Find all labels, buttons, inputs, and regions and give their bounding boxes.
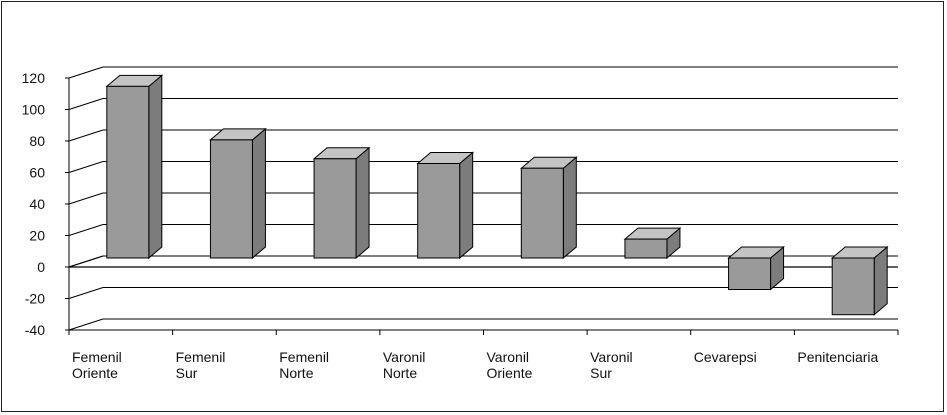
y-tick-label: 100 <box>22 102 46 118</box>
x-tick-label: Femenil <box>279 349 329 365</box>
bar-side <box>148 74 163 260</box>
x-tick-label: Norte <box>279 365 313 381</box>
x-tick-label: Cevarepsi <box>694 349 757 365</box>
x-tick-label: Sur <box>590 365 612 381</box>
x-tick-label: Sur <box>176 365 198 381</box>
bar <box>209 139 253 259</box>
bar-side <box>459 151 474 260</box>
x-tick-label: Varonil <box>383 349 426 365</box>
bar-side <box>251 127 266 260</box>
x-tick-label: Penitenciaria <box>797 349 878 365</box>
bar <box>728 257 772 290</box>
bar <box>520 167 564 259</box>
gridline-diagonal <box>68 161 104 173</box>
gridline-diagonal <box>68 192 104 205</box>
bar <box>831 257 875 316</box>
x-tick-label: Femenil <box>72 349 122 365</box>
gridline-diagonal <box>68 224 104 236</box>
y-tick-label: 0 <box>37 259 45 275</box>
x-tick-label: Oriente <box>72 365 118 381</box>
x-tick-label: Varonil <box>590 349 633 365</box>
gridline-diagonal <box>68 129 104 142</box>
x-tick-label: Varonil <box>487 349 530 365</box>
bar <box>313 158 357 259</box>
y-tick-label: 120 <box>22 70 46 86</box>
gridline-diagonal <box>68 287 104 299</box>
bar-side <box>355 146 370 260</box>
gridline-diagonal <box>68 66 104 79</box>
x-tick-label: Femenil <box>176 349 226 365</box>
x-axis-depth <box>68 255 104 268</box>
bar <box>417 163 461 259</box>
gridline-diagonal <box>68 98 104 110</box>
bar-side <box>562 156 577 260</box>
y-tick-label: 60 <box>29 165 45 181</box>
gridline-diagonal <box>68 318 104 331</box>
y-tick-label: -20 <box>25 291 45 307</box>
x-tick-label: Norte <box>383 365 417 381</box>
bar-side <box>873 245 888 316</box>
bar <box>624 238 668 259</box>
y-tick-label: -40 <box>25 322 45 338</box>
bar <box>106 85 150 259</box>
y-tick-label: 80 <box>29 133 45 149</box>
y-tick-label: 20 <box>29 228 45 244</box>
x-tick-label: Oriente <box>487 365 533 381</box>
y-tick-label: 40 <box>29 196 45 212</box>
